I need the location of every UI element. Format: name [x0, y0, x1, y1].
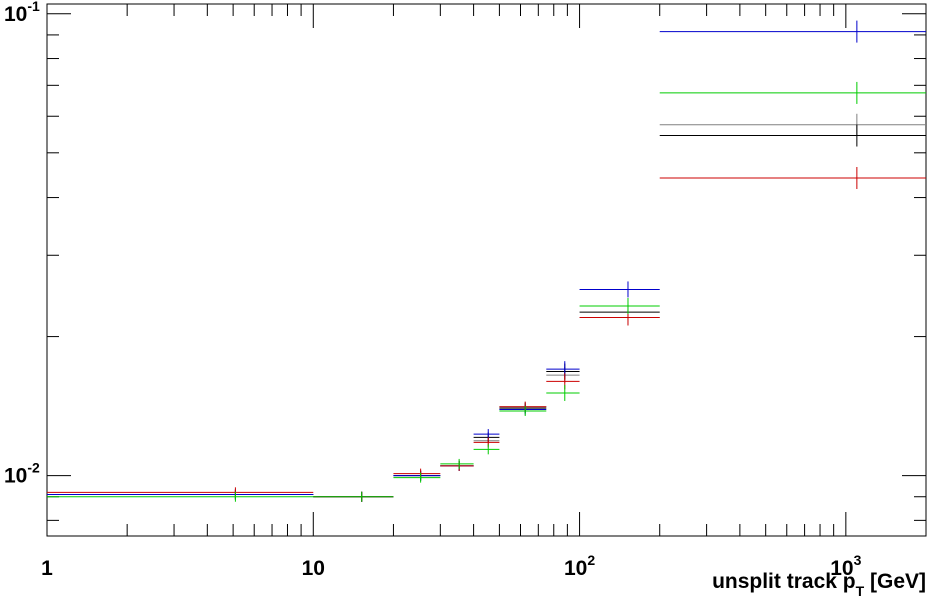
- x-tick-label: 1: [41, 557, 53, 580]
- y-tick-label: 10-1: [4, 0, 40, 26]
- x-tick-label: 103: [830, 552, 861, 580]
- x-tick-label: 102: [564, 552, 595, 580]
- x-tick-label: 10: [302, 557, 325, 580]
- series-1: [47, 124, 926, 502]
- series-3: [47, 166, 926, 502]
- plot-frame: [46, 3, 927, 537]
- series-0: [47, 113, 926, 502]
- y-tick-label: 10-2: [4, 460, 40, 488]
- series-4: [47, 81, 926, 502]
- x-axis-title: unsplit track pT [GeV]: [712, 570, 926, 599]
